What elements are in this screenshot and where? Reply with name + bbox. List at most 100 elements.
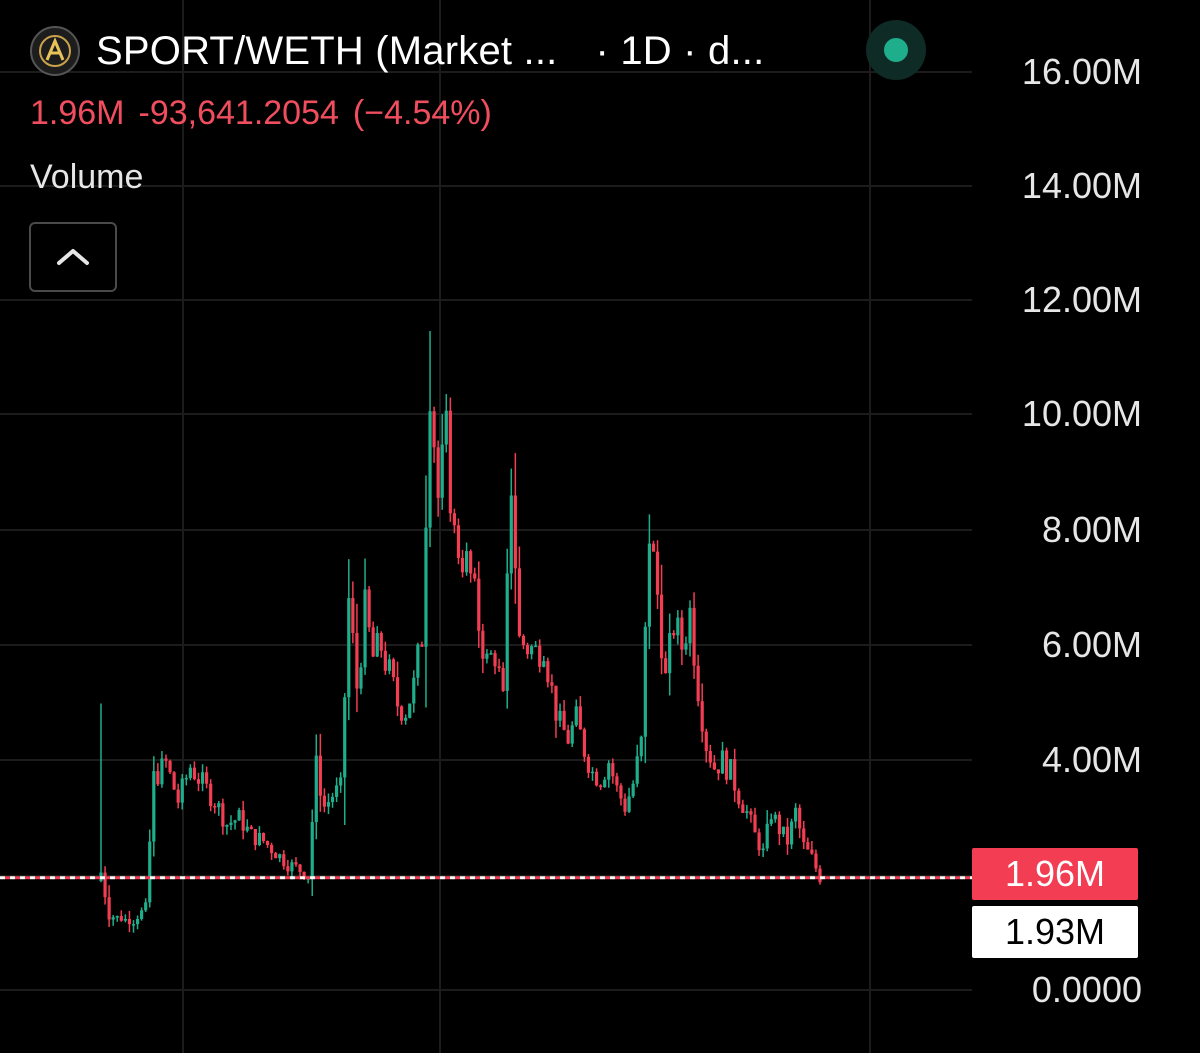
candle-body [814,853,818,869]
candle-body [505,573,509,691]
candle-body [107,897,111,920]
candle-body [330,796,335,803]
candle-body [261,832,266,842]
y-tick-label: 6.00M [1041,624,1142,665]
y-tick-label: 4.00M [1041,739,1142,780]
candle-body [282,854,286,867]
candle-body [623,798,627,812]
candle-body [716,769,721,774]
candle-body [399,706,404,721]
candle-body [501,667,505,691]
candle-body [708,751,712,763]
candle-body [513,495,517,569]
candle-body [554,685,558,721]
candle-body [647,543,651,627]
candle-body [229,822,233,825]
crosshair-value-badge: 1.93M [972,906,1138,958]
candle-body [659,594,664,659]
candle-body [696,665,700,702]
candle-body [517,568,522,636]
last-value-badge: 1.96M [972,848,1138,900]
candle-body [123,918,127,921]
candle-body [436,447,440,498]
y-tick-label: 0.0000 [1031,969,1142,1010]
candle-body [497,666,501,668]
candle-body [391,659,396,678]
candle-body [615,776,619,786]
candle-body [460,557,465,573]
y-tick-label: 12.00M [1021,279,1142,320]
candle-body [444,410,448,445]
candle-body [448,410,452,514]
candle-body [538,645,542,667]
symbol-title[interactable]: SPORT/WETH (Market ... [96,28,558,73]
collapse-legend-button[interactable] [29,222,117,292]
candle-body [184,777,188,780]
candle-body [343,697,347,778]
candle-body [347,598,351,698]
candle-body [802,828,806,843]
candle-body [481,630,485,659]
candle-body [196,779,201,784]
candle-body [412,677,416,704]
candle-body [131,924,136,926]
candle-body [452,513,457,526]
candle-body [692,607,696,666]
last-price: 1.96M [30,94,125,132]
candle-body [550,682,554,686]
candle-body [326,802,331,807]
candle-body [741,804,745,813]
candle-body [668,633,672,674]
candle-body [233,820,237,823]
candle-body [274,853,278,859]
candle-body [525,645,530,655]
candle-body [225,824,229,827]
candle-body [253,828,257,846]
candle-body [375,633,379,657]
candle-body [428,411,432,528]
interval-label[interactable]: · 1D · d... [595,28,765,73]
candle-body [485,653,489,659]
candle-body [456,525,461,558]
y-tick-label: 10.00M [1021,393,1142,434]
candle-body [737,790,741,805]
candle-body [176,789,180,803]
candle-body [570,725,574,744]
candle-body [542,661,546,667]
candle-body [546,661,550,683]
candle-body [217,803,221,808]
candle-body [286,866,290,872]
candle-body [387,659,392,671]
candle-body [477,578,481,631]
candle-body [680,617,684,650]
volume-indicator-label[interactable]: Volume [30,158,144,196]
candle-body [371,627,375,657]
candle-body [241,810,245,831]
candle-body [469,551,473,574]
candle-body [521,635,526,646]
candle-body [777,814,781,835]
candle-body [534,645,538,648]
ai-token-logo-icon [30,26,80,76]
candle-body [810,849,814,854]
candle-body [359,667,363,689]
candle-body [651,543,656,552]
market-open-dot-icon [866,20,926,80]
candle-body [257,832,262,846]
candle-body [200,772,205,784]
candle-body [408,703,412,718]
candle-body [367,589,371,628]
candle-body [562,710,566,730]
candle-body [635,756,639,784]
candle-body [729,759,733,780]
candle-body [749,811,753,815]
candle-body [798,807,802,829]
candle-body [594,771,599,786]
candle-body [127,918,132,925]
candle-body [209,783,213,807]
candle-body [724,750,729,780]
candle-body [144,902,148,911]
candle-body [611,763,615,777]
candle-body [493,653,497,667]
